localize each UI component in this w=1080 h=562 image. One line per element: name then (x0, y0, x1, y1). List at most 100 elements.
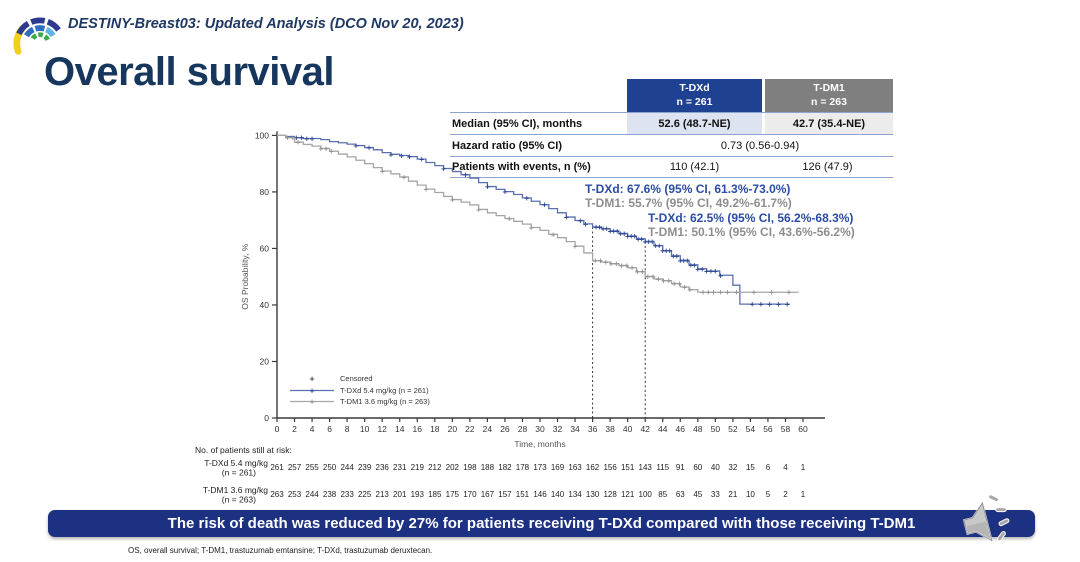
svg-text:+: + (769, 289, 775, 297)
svg-text:+: + (786, 289, 792, 297)
svg-text:24: 24 (483, 424, 493, 434)
svg-text:+: + (684, 257, 690, 265)
svg-text:100: 100 (255, 130, 269, 140)
svg-text:+: + (646, 238, 652, 246)
tdm1-column-n: n = 263 (811, 95, 847, 108)
table-row-median: Median (95% CI), months 52.6 (48.7-NE) 4… (450, 112, 893, 134)
svg-text:134: 134 (568, 490, 582, 499)
svg-text:60: 60 (260, 243, 270, 253)
svg-text:33: 33 (711, 490, 720, 499)
svg-text:T-DM1: 55.7% (95% CI, 49.2%-61: T-DM1: 55.7% (95% CI, 49.2%-61.7%) (585, 196, 792, 210)
svg-text:250: 250 (323, 463, 337, 472)
svg-text:T-DM1: 50.1% (95% CI, 43.6%-56: T-DM1: 50.1% (95% CI, 43.6%-56.2%) (648, 225, 855, 239)
page-title: Overall survival (44, 50, 334, 94)
svg-text:0: 0 (275, 424, 280, 434)
svg-text:42: 42 (640, 424, 650, 434)
svg-text:+: + (776, 301, 782, 309)
svg-text:+: + (583, 220, 589, 228)
svg-text:54: 54 (746, 424, 756, 434)
svg-text:+: + (751, 289, 757, 297)
legend: + Censored + T-DXd 5.4 mg/kg (n = 261) + T-DM… (290, 374, 430, 406)
svg-text:T-DM1 3.6 mg/kg (n = 263): T-DM1 3.6 mg/kg (n = 263) (340, 397, 430, 406)
svg-text:233: 233 (340, 490, 354, 499)
svg-text:26: 26 (500, 424, 510, 434)
svg-text:+: + (309, 387, 315, 395)
svg-text:58: 58 (781, 424, 791, 434)
svg-text:+: + (290, 134, 296, 142)
svg-text:2: 2 (292, 424, 297, 434)
svg-text:185: 185 (428, 490, 442, 499)
svg-text:+: + (758, 301, 764, 309)
table-row-hazard-ratio: Hazard ratio (95% CI) 0.73 (0.56-0.94) (450, 134, 893, 156)
svg-text:T-DM1 3.6 mg/kg: T-DM1 3.6 mg/kg (203, 485, 268, 495)
svg-text:+: + (309, 398, 315, 406)
svg-text:212: 212 (428, 463, 442, 472)
y-axis-label: OS Probability, % (240, 243, 250, 309)
svg-text:16: 16 (413, 424, 423, 434)
svg-text:+: + (379, 168, 385, 176)
svg-text:+: + (695, 265, 701, 273)
svg-text:10: 10 (360, 424, 370, 434)
svg-text:32: 32 (553, 424, 563, 434)
median-tdm1-value: 42.7 (35.4-NE) (762, 113, 893, 134)
svg-text:+: + (572, 243, 578, 251)
congress-logo (13, 17, 61, 55)
svg-text:34: 34 (570, 424, 580, 434)
svg-text:+: + (600, 225, 606, 233)
svg-text:+: + (304, 135, 310, 143)
speaker-icon[interactable] (950, 492, 1018, 554)
events-tdm1-value: 126 (47.9) (802, 161, 853, 173)
svg-text:12: 12 (377, 424, 387, 434)
svg-text:6: 6 (327, 424, 332, 434)
events-tdxd-value: 110 (42.1) (669, 161, 720, 173)
svg-text:+: + (705, 289, 711, 297)
svg-text:+: + (618, 230, 624, 238)
svg-text:202: 202 (446, 463, 460, 472)
svg-text:+: + (661, 277, 667, 285)
svg-text:+: + (608, 260, 614, 268)
column-header-tdxd: T-DXd n = 261 (627, 79, 762, 112)
svg-text:+: + (323, 145, 329, 153)
at-risk-table: No. of patients still at risk: T-DXd 5.4 … (195, 445, 806, 505)
svg-text:236: 236 (376, 463, 390, 472)
svg-text:+: + (642, 238, 648, 246)
svg-text:+: + (655, 275, 661, 283)
svg-text:Censored: Censored (340, 374, 373, 383)
svg-text:T-DXd 5.4 mg/kg: T-DXd 5.4 mg/kg (204, 458, 268, 468)
svg-text:+: + (353, 142, 359, 150)
series-tdm1: + +++ + +++++++++++ + + + + + + + + ++ + + + + + + + + + + + + + +… (277, 134, 799, 297)
svg-text:8: 8 (345, 424, 350, 434)
svg-text:+: + (639, 235, 645, 243)
svg-text:253: 253 (288, 490, 302, 499)
svg-text:+: + (328, 148, 334, 156)
series-tdxd: + + + ++ ++ + + ++++++++ + + +++++++++++++++++++++… (277, 134, 790, 309)
svg-text:+: + (419, 156, 425, 164)
svg-text:+: + (603, 259, 609, 267)
svg-text:+: + (712, 268, 718, 276)
svg-text:50: 50 (711, 424, 721, 434)
svg-text:+: + (699, 265, 705, 273)
svg-text:46: 46 (676, 424, 686, 434)
svg-text:+: + (597, 223, 603, 231)
svg-text:+: + (718, 289, 724, 297)
svg-text:(n = 263): (n = 263) (222, 495, 256, 505)
svg-text:130: 130 (586, 490, 600, 499)
svg-text:+: + (670, 252, 676, 260)
svg-text:+: + (632, 233, 638, 241)
tdm1-column-label: T-DM1 (813, 82, 845, 95)
svg-text:6: 6 (766, 463, 771, 472)
svg-text:80: 80 (260, 187, 270, 197)
svg-text:+: + (676, 280, 682, 288)
median-tdxd-value: 52.6 (48.7-NE) (627, 113, 762, 134)
svg-text:+: + (441, 165, 447, 173)
svg-text:+: + (613, 260, 619, 268)
svg-text:+: + (650, 273, 656, 281)
svg-text:+: + (621, 230, 627, 238)
svg-text:146: 146 (533, 490, 547, 499)
at-risk-header: No. of patients still at risk: (195, 445, 292, 455)
svg-text:231: 231 (393, 463, 407, 472)
svg-text:2: 2 (783, 490, 788, 499)
svg-text:+: + (704, 268, 710, 276)
svg-text:225: 225 (358, 490, 372, 499)
